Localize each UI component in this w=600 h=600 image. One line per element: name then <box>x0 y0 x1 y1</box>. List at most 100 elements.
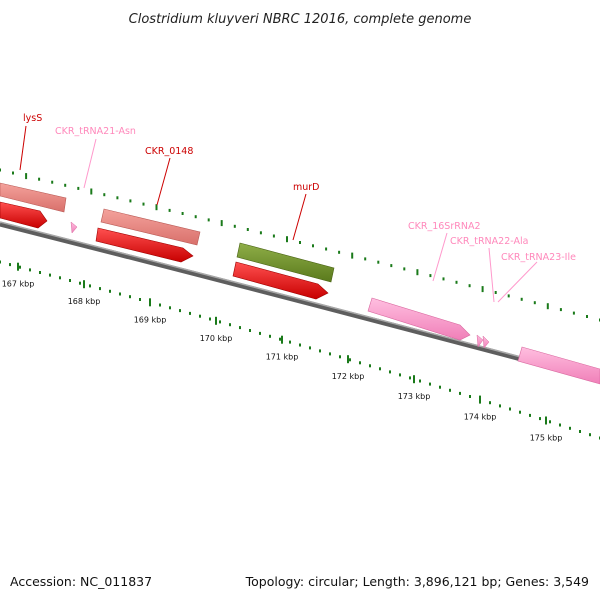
outer-minor-tick <box>12 171 14 175</box>
outer-minor-tick <box>299 241 301 244</box>
ruler-major-tick <box>545 416 547 425</box>
ruler-minor-tick <box>349 358 351 362</box>
outer-minor-tick <box>77 186 80 190</box>
ruler-minor-tick <box>469 395 471 398</box>
gene-murD[interactable] <box>232 242 335 300</box>
genome-backbone-highlight <box>0 221 600 379</box>
outer-minor-tick <box>181 212 184 215</box>
ruler-minor-tick <box>589 433 591 437</box>
gene-lysS[interactable] <box>0 182 67 229</box>
label-murD: murD <box>293 182 320 193</box>
ruler-major-tick <box>149 298 151 307</box>
outer-minor-tick <box>507 294 510 298</box>
gene-CKR-16SrRNA2[interactable] <box>367 297 471 341</box>
ruler-minor-tick <box>429 382 431 386</box>
ruler-major-tick <box>281 335 283 344</box>
gene-CKR-tRNA22-Ala[interactable] <box>476 334 484 348</box>
kbp-tick-label: 174 kbp <box>464 413 497 422</box>
kbp-tick-label: 173 kbp <box>398 392 431 401</box>
outer-minor-tick <box>403 267 406 271</box>
outer-minor-tick <box>442 277 445 281</box>
ruler-minor-tick <box>329 352 331 356</box>
ruler-minor-tick <box>249 329 251 332</box>
ruler-minor-tick <box>539 417 541 421</box>
ruler-minor-tick <box>169 306 171 310</box>
ruler-minor-tick <box>549 420 551 424</box>
ruler-minor-tick <box>229 323 231 327</box>
ruler-minor-tick <box>319 349 321 353</box>
label-CKR-tRNA23-Ile: CKR_tRNA23-Ile <box>501 252 576 263</box>
outer-minor-tick <box>51 180 54 184</box>
kbp-tick-label: 171 kbp <box>266 353 299 362</box>
kbp-tick-label: 170 kbp <box>200 334 233 343</box>
ruler-major-tick <box>215 316 217 325</box>
outer-minor-tick <box>168 208 171 212</box>
ruler-minor-tick <box>369 364 371 368</box>
ruler-minor-tick <box>499 404 501 408</box>
ruler-minor-tick <box>379 367 381 371</box>
outer-minor-tick <box>272 234 275 238</box>
ruler-minor-tick <box>39 271 41 274</box>
gene-CKR-tRNA23-Ile[interactable] <box>482 335 490 349</box>
outer-minor-tick <box>246 228 249 231</box>
label-CKR-0148: CKR_0148 <box>145 146 193 157</box>
label-CKR-tRNA22-Ala: CKR_tRNA22-Ala <box>450 236 528 247</box>
ruler-major-tick <box>17 262 19 271</box>
outer-tick-track <box>0 168 600 322</box>
outer-major-tick <box>351 252 354 259</box>
kbp-tick-label: 172 kbp <box>332 372 365 381</box>
outer-minor-tick <box>559 308 562 312</box>
ruler-minor-tick <box>579 430 581 433</box>
outer-major-tick <box>90 188 93 195</box>
ruler-minor-tick <box>359 361 361 365</box>
outer-minor-tick <box>494 291 497 294</box>
outer-minor-tick <box>116 196 119 200</box>
ruler-minor-tick <box>409 376 411 380</box>
ruler-minor-tick <box>89 284 91 288</box>
ruler-minor-tick <box>389 370 391 374</box>
outer-minor-tick <box>429 274 432 278</box>
ruler-minor-tick <box>569 426 571 430</box>
outer-minor-tick <box>207 218 210 222</box>
ruler-minor-tick <box>139 298 141 301</box>
ruler-minor-tick <box>559 423 561 427</box>
outer-minor-tick <box>572 311 575 315</box>
ruler-minor-tick <box>119 292 121 296</box>
outer-minor-tick <box>259 231 262 235</box>
outer-major-tick <box>416 269 419 276</box>
ruler-major-tick <box>479 395 481 404</box>
ruler-minor-tick <box>109 289 111 293</box>
ruler-minor-tick <box>209 317 211 321</box>
ruler-minor-tick <box>299 343 301 347</box>
ruler-minor-tick <box>339 355 341 359</box>
ruler-minor-tick <box>0 260 1 264</box>
label-lysS: lysS <box>23 113 42 124</box>
gene-CKR-0148[interactable] <box>95 208 201 263</box>
ruler-minor-tick <box>69 279 71 282</box>
ruler-minor-tick <box>279 337 281 341</box>
label-leaders <box>19 125 538 303</box>
ruler-major-tick <box>83 280 85 289</box>
ruler-minor-tick <box>519 410 521 414</box>
outer-minor-tick <box>364 257 367 261</box>
ruler-minor-tick <box>259 331 261 335</box>
label-CKR-16SrRNA2: CKR_16SrRNA2 <box>408 221 481 232</box>
outer-minor-tick <box>312 244 314 248</box>
topology-text: Topology: circular; Length: 3,896,121 bp… <box>245 574 589 589</box>
ruler-minor-tick <box>9 263 11 267</box>
gene-CKR-tRNA21-Asn[interactable] <box>70 221 78 234</box>
outer-minor-tick <box>390 264 393 268</box>
ruler-minor-tick <box>529 413 531 417</box>
outer-major-tick <box>546 303 549 310</box>
ruler-minor-tick <box>129 295 131 299</box>
outer-minor-tick <box>455 280 458 284</box>
outer-minor-tick <box>194 215 197 219</box>
kbp-tick-label: 168 kbp <box>68 297 101 306</box>
kbp-ruler: 167 kbp 168 kbp 169 kbp 170 kbp 171 kbp 172 k… <box>0 260 600 443</box>
ruler-minor-tick <box>289 340 291 344</box>
kbp-tick-label: 175 kbp <box>530 434 563 443</box>
outer-minor-tick <box>520 297 523 301</box>
ruler-minor-tick <box>459 391 461 395</box>
ruler-minor-tick <box>29 268 31 272</box>
outer-minor-tick <box>38 177 41 181</box>
